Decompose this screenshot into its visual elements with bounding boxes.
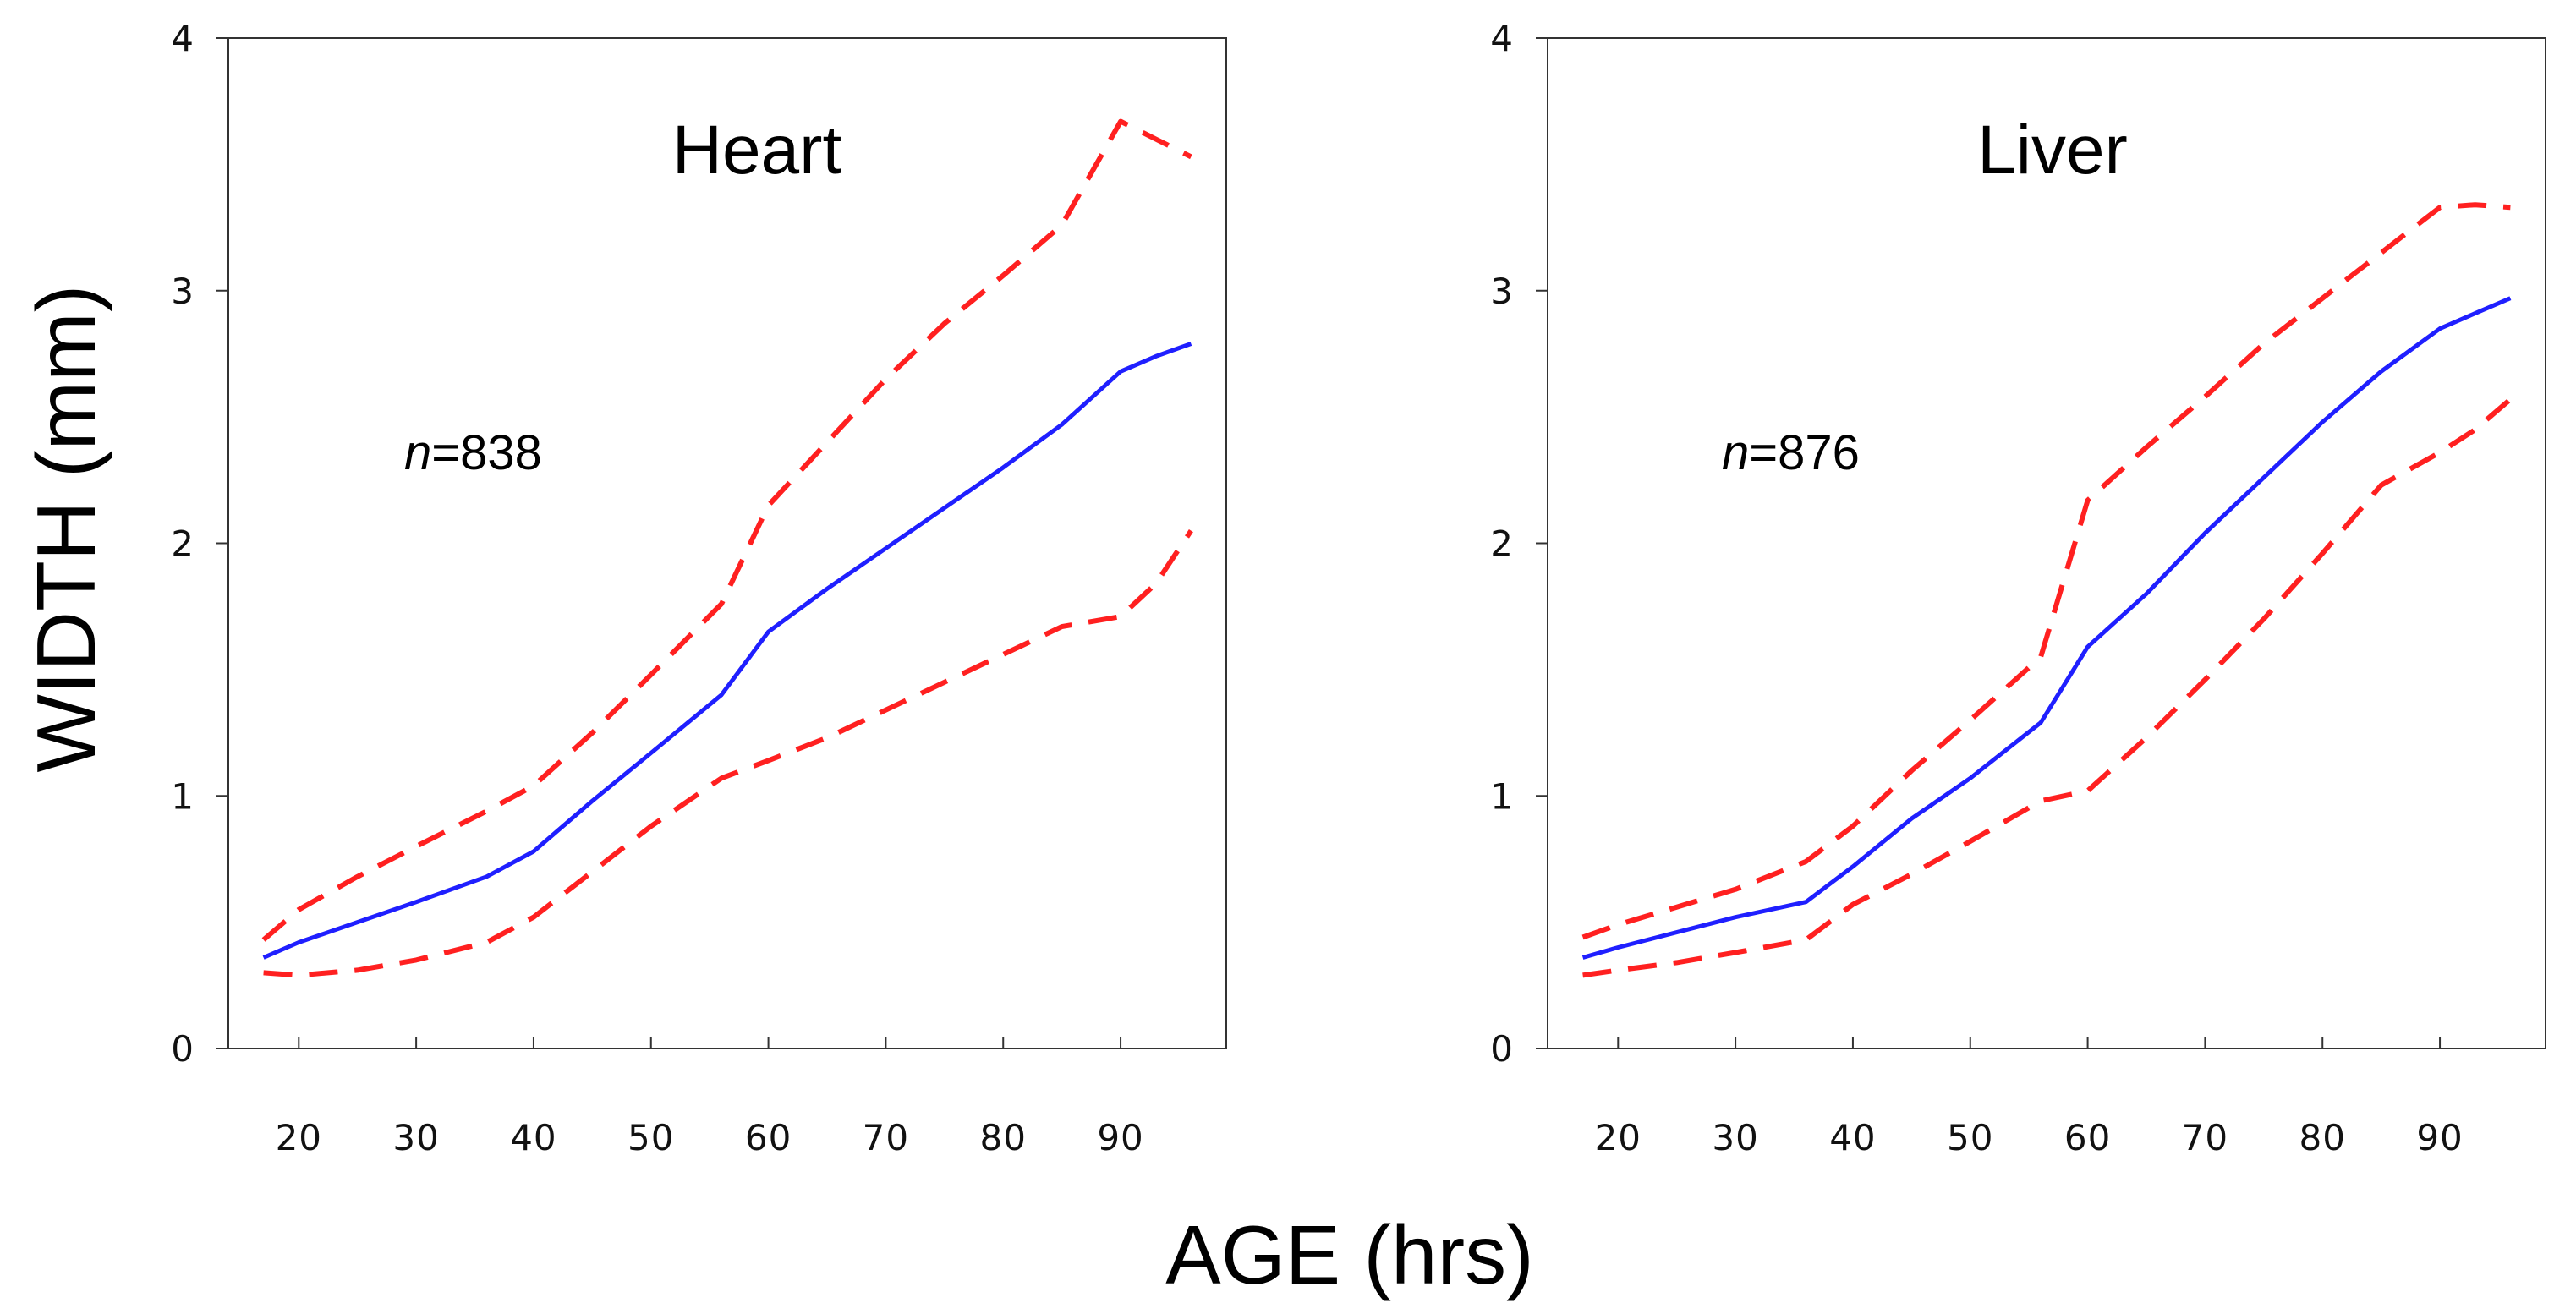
heart-upper-bound-line bbox=[261, 118, 1192, 942]
liver-x-tick-label: 60 bbox=[2064, 1117, 2111, 1158]
heart-y-tick-label: 2 bbox=[171, 523, 195, 565]
heart-x-tick-label: 40 bbox=[510, 1117, 556, 1158]
liver-x-tick-label: 80 bbox=[2299, 1117, 2346, 1158]
heart-x-tick-label: 90 bbox=[1097, 1117, 1143, 1158]
heart-lower-bound-line bbox=[263, 528, 1193, 978]
liver-median-line bbox=[1581, 296, 2512, 960]
liver-n-prefix: n bbox=[1722, 425, 1749, 480]
liver-lower-bound-line bbox=[1582, 397, 2513, 978]
heart-median-line bbox=[262, 342, 1192, 960]
liver-plot-frame bbox=[1547, 37, 2546, 1049]
heart-y-tick-label: 1 bbox=[171, 775, 195, 817]
heart-y-tick-label: 4 bbox=[171, 18, 195, 59]
liver-x-tick-label: 90 bbox=[2416, 1117, 2463, 1158]
liver-x-tick-label: 70 bbox=[2182, 1117, 2228, 1158]
liver-n-value: =876 bbox=[1749, 425, 1860, 480]
y-axis-label: WIDTH (mm) bbox=[19, 285, 112, 773]
liver-title: Liver bbox=[1977, 112, 2128, 189]
heart-x-tick-label: 50 bbox=[628, 1117, 674, 1158]
liver-x-tick-label: 20 bbox=[1595, 1117, 1642, 1158]
liver-panel: 20 30 40 50 60 70 80 90 0 1 2 3 4 Liver n=876 bbox=[1490, 18, 2546, 1158]
liver-y-tick-label: 4 bbox=[1490, 18, 1514, 59]
heart-y-ticks: 0 1 2 3 4 bbox=[171, 18, 228, 1070]
liver-y-tick-label: 2 bbox=[1490, 523, 1514, 565]
liver-n-label: n=876 bbox=[1722, 425, 1860, 480]
heart-series bbox=[261, 118, 1193, 978]
heart-n-value: =838 bbox=[431, 425, 542, 480]
heart-n-label: n=838 bbox=[404, 425, 542, 480]
heart-x-ticks: 20 30 40 50 60 70 80 90 bbox=[276, 1037, 1143, 1158]
heart-panel: 20 30 40 50 60 70 80 90 0 1 2 3 4 Heart n=838 bbox=[171, 18, 1227, 1158]
heart-x-tick-label: 20 bbox=[276, 1117, 322, 1158]
heart-x-tick-label: 30 bbox=[392, 1117, 439, 1158]
heart-y-tick-label: 0 bbox=[171, 1028, 195, 1070]
heart-x-tick-label: 70 bbox=[863, 1117, 909, 1158]
heart-x-tick-label: 60 bbox=[745, 1117, 792, 1158]
liver-x-ticks: 20 30 40 50 60 70 80 90 bbox=[1595, 1037, 2463, 1158]
heart-x-tick-label: 80 bbox=[980, 1117, 1027, 1158]
liver-upper-bound-line bbox=[1581, 202, 2511, 940]
liver-y-tick-label: 3 bbox=[1490, 271, 1514, 312]
heart-n-prefix: n bbox=[404, 425, 431, 480]
liver-y-tick-label: 1 bbox=[1490, 775, 1514, 817]
liver-x-tick-label: 50 bbox=[1947, 1117, 1993, 1158]
liver-series bbox=[1581, 202, 2513, 978]
liver-x-tick-label: 40 bbox=[1829, 1117, 1876, 1158]
heart-plot-frame bbox=[227, 37, 1227, 1049]
heart-y-tick-label: 3 bbox=[171, 271, 195, 312]
x-axis-label: AGE (hrs) bbox=[1165, 1208, 1534, 1301]
liver-x-tick-label: 30 bbox=[1712, 1117, 1758, 1158]
heart-title: Heart bbox=[672, 112, 842, 189]
liver-y-tick-label: 0 bbox=[1490, 1028, 1514, 1070]
liver-y-ticks: 0 1 2 3 4 bbox=[1490, 18, 1548, 1070]
